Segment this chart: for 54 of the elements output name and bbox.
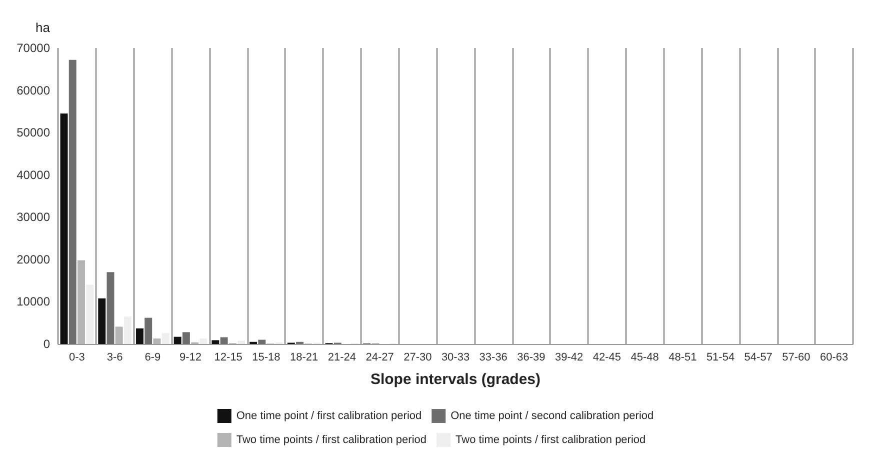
x-tick-label: 33-36 [479, 352, 508, 364]
x-tick-label: 48-51 [668, 352, 697, 364]
x-tick-label: 54-57 [744, 352, 772, 364]
y-tick-label: 70000 [16, 41, 50, 55]
legend-label: Two time points / first calibration period [456, 434, 646, 446]
bar [212, 340, 220, 344]
bar [98, 298, 106, 344]
x-tick-label: 60-63 [820, 352, 848, 364]
legend-label: One time point / first calibration period [236, 410, 422, 422]
bar [200, 338, 208, 344]
x-tick-label: 24-27 [366, 352, 394, 364]
x-tick-label: 57-60 [782, 352, 810, 364]
x-tick-label: 9-12 [179, 352, 202, 364]
bar [124, 316, 132, 344]
x-axis-title: Slope intervals (grades) [370, 371, 541, 388]
y-tick-label: 30000 [16, 210, 50, 224]
bar [238, 340, 246, 344]
x-tick-label: 21-24 [328, 352, 356, 364]
x-tick-label: 6-9 [144, 352, 161, 364]
bar [106, 272, 114, 344]
bar [182, 332, 190, 344]
bar [174, 336, 182, 344]
legend-label: One time point / second calibration period [450, 410, 654, 422]
bar [68, 60, 76, 344]
bar [162, 333, 170, 344]
bar [77, 260, 85, 344]
x-tick-label: 45-48 [630, 352, 659, 364]
legend-label: Two time points / first calibration period [236, 434, 427, 446]
bar [153, 338, 161, 344]
x-tick-label: 3-6 [106, 352, 123, 364]
bar [60, 114, 68, 344]
x-tick-label: 18-21 [290, 352, 318, 364]
bar [220, 337, 228, 344]
y-tick-label: 50000 [16, 126, 50, 140]
bar [258, 340, 266, 344]
x-tick-label: 12-15 [214, 352, 242, 364]
x-tick-label: 30-33 [441, 352, 470, 364]
bar [115, 326, 123, 344]
bar [144, 318, 152, 344]
y-axis-title: ha [36, 20, 51, 35]
bar [136, 328, 144, 344]
x-tick-label: 15-18 [252, 352, 280, 364]
y-tick-label: 40000 [16, 168, 50, 182]
y-tick-label: 10000 [16, 294, 50, 309]
x-tick-label: 51-54 [706, 352, 735, 364]
x-tick-label: 27-30 [404, 352, 432, 364]
x-tick-label: 42-45 [592, 352, 621, 364]
y-tick-label: 20000 [16, 252, 50, 266]
x-tick-label: 0-3 [68, 352, 85, 364]
y-tick-label: 60000 [16, 83, 50, 98]
y-tick-label: 0 [43, 337, 50, 351]
x-tick-label: 39-42 [555, 352, 584, 364]
bar [86, 284, 94, 344]
x-tick-label: 36-39 [517, 352, 546, 364]
